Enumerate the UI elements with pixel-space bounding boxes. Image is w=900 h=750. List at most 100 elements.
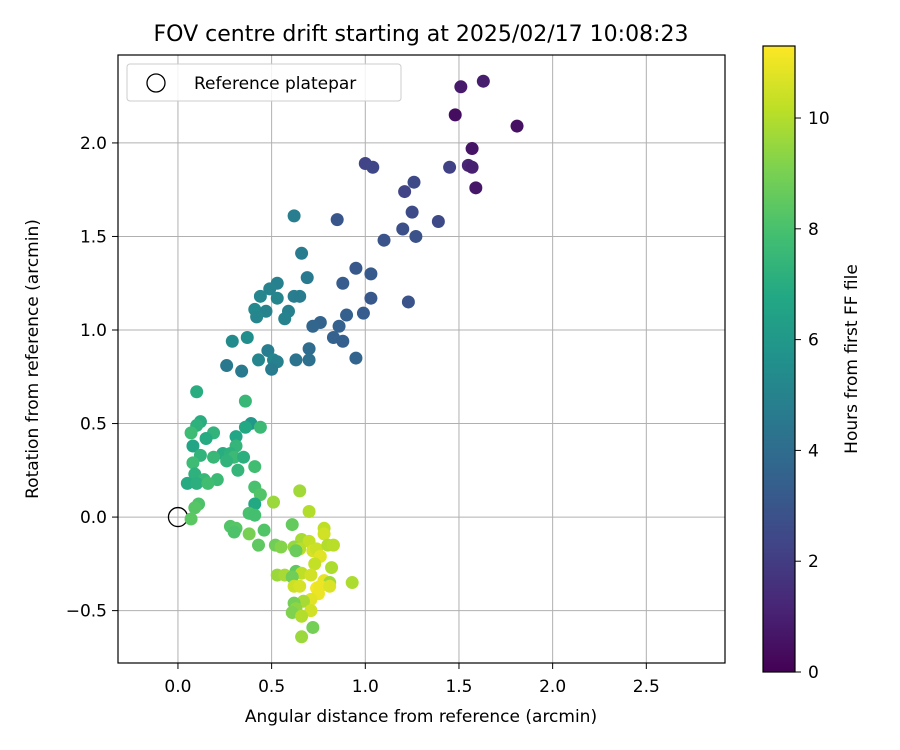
y-tick-label: 1.5 (80, 227, 107, 247)
colorbar-tick-label: 10 (808, 109, 830, 129)
scatter-point (252, 353, 266, 367)
scatter-point (265, 362, 279, 376)
scatter-point (184, 426, 198, 440)
scatter-point (443, 160, 457, 174)
colorbar-tick-label: 6 (808, 331, 819, 351)
scatter-point (510, 119, 524, 133)
colorbar (762, 45, 796, 673)
x-tick-label: 2.5 (633, 677, 660, 697)
x-tick-label: 0.0 (164, 677, 191, 697)
scatter-point (304, 568, 318, 582)
scatter-point (293, 579, 307, 593)
scatter-point (253, 289, 267, 303)
scatter-point (257, 523, 271, 537)
scatter-point (295, 246, 309, 260)
colorbar-tick-label: 0 (808, 663, 819, 683)
y-tick-label: −0.5 (66, 602, 107, 622)
scatter-point (227, 525, 241, 539)
scatter-point (220, 359, 234, 373)
scatter-point (345, 576, 359, 590)
colorbar-ticks: 0 2 4 6 8 10 (795, 109, 830, 683)
scatter-points (180, 74, 524, 644)
y-tick-label: 0.0 (80, 508, 107, 528)
legend-label: Reference platepar (194, 74, 356, 94)
scatter-point (336, 334, 350, 348)
scatter-point (349, 261, 363, 275)
scatter-point (377, 233, 391, 247)
scatter-point (253, 420, 267, 434)
legend-marker-open-circle (146, 73, 166, 93)
x-tick-label: 1.5 (445, 677, 472, 697)
scatter-point (340, 308, 354, 322)
scatter-point (349, 351, 363, 365)
scatter-point (407, 175, 421, 189)
scatter-point (308, 557, 322, 571)
scatter-point (188, 501, 202, 515)
scatter-point (263, 282, 277, 296)
y-tick-label: 1.0 (80, 321, 107, 341)
scatter-point (231, 463, 245, 477)
scatter-point (287, 209, 301, 223)
scatter-point (259, 304, 273, 318)
scatter-point (248, 460, 262, 474)
scatter-point (306, 319, 320, 333)
scatter-point (366, 160, 380, 174)
scatter-point (356, 306, 370, 320)
scatter-point (326, 538, 340, 552)
scatter-point (250, 310, 264, 324)
scatter-point (317, 527, 331, 541)
legend-frame (126, 63, 402, 102)
scatter-point (207, 450, 221, 464)
y-tick-label: 0.5 (80, 415, 107, 435)
scatter-point (237, 450, 251, 464)
scatter-point (469, 181, 483, 195)
scatter-point (465, 160, 479, 174)
scatter-point (454, 80, 468, 94)
scatter-point (220, 454, 234, 468)
chart-title: FOV centre drift starting at 2025/02/17 … (154, 22, 689, 47)
colorbar-label: Hours from first FF file (842, 264, 862, 454)
scatter-point (405, 205, 419, 219)
y-tick-label: 2.0 (80, 134, 107, 154)
colorbar-tick-label: 8 (808, 220, 819, 240)
scatter-point (180, 476, 194, 490)
colorbar-tick-label: 2 (808, 552, 819, 572)
scatter-point (304, 604, 318, 618)
scatter-point (401, 295, 415, 309)
scatter-point (285, 518, 299, 532)
scatter-point (396, 222, 410, 236)
gridlines (118, 55, 725, 663)
scatter-point (225, 334, 239, 348)
scatter-point (235, 364, 249, 378)
x-tick-label: 2.0 (539, 677, 566, 697)
scatter-point (293, 289, 307, 303)
scatter-point (302, 504, 316, 518)
scatter-point (238, 420, 252, 434)
scatter-point (252, 538, 266, 552)
scatter-point (266, 495, 280, 509)
y-axis-label: Rotation from reference (arcmin) (23, 219, 43, 499)
scatter-point (278, 312, 292, 326)
colorbar-tick-label: 4 (808, 441, 819, 461)
scatter-point (302, 342, 316, 356)
scatter-point (295, 630, 309, 644)
scatter-point (325, 561, 339, 575)
scatter-point (229, 430, 243, 444)
scatter-point (300, 271, 314, 285)
scatter-point (186, 439, 200, 453)
scatter-point (336, 276, 350, 290)
scatter-point (409, 229, 423, 243)
scatter-point (274, 540, 288, 554)
scatter-point (242, 527, 256, 541)
scatter-point (253, 488, 267, 502)
plot-area-frame (117, 54, 726, 664)
scatter-point (431, 214, 445, 228)
scatter-point (398, 185, 412, 199)
scatter-point (448, 108, 462, 122)
scatter-point (476, 74, 490, 88)
scatter-point (270, 291, 284, 305)
scatter-point (186, 456, 200, 470)
scatter-point (238, 394, 252, 408)
scatter-point (364, 267, 378, 281)
